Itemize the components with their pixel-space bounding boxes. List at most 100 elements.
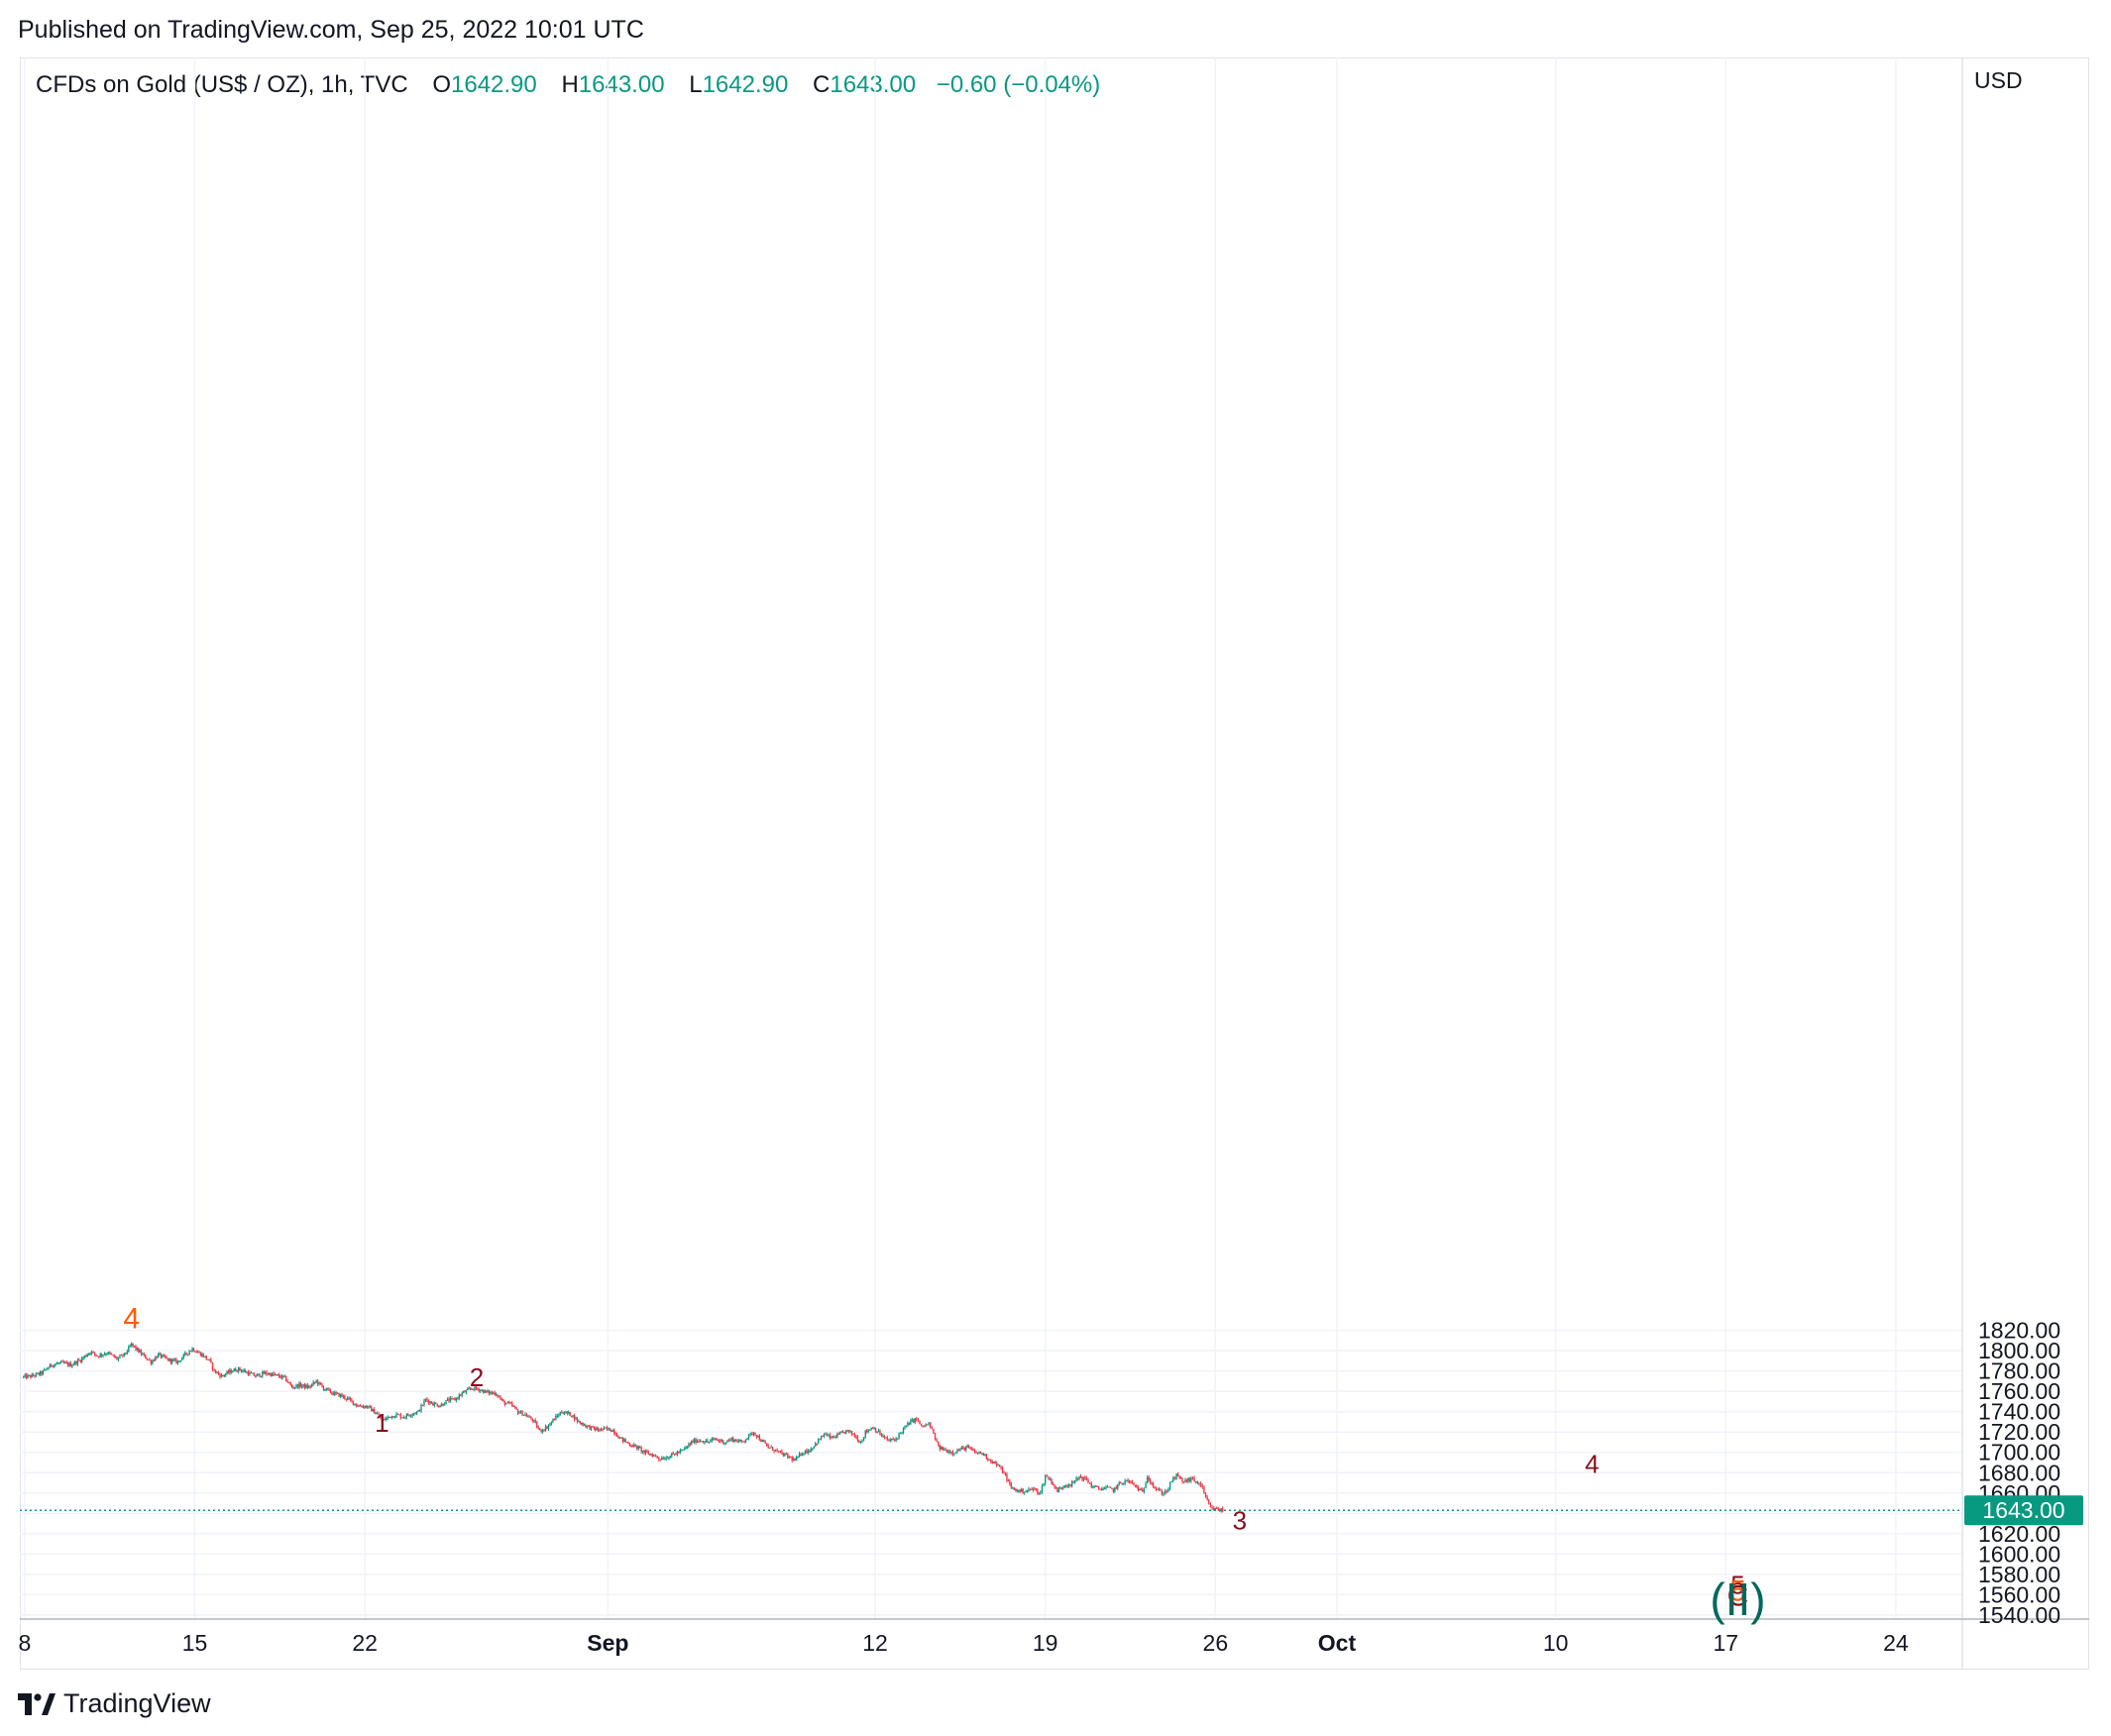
high-value: 1643.00 (578, 71, 665, 98)
candle-body (1069, 1484, 1071, 1486)
candle-body (481, 1389, 484, 1391)
candle-body (1203, 1487, 1205, 1493)
wave-label: C (1727, 1580, 1749, 1613)
candle-body (1057, 1488, 1060, 1493)
candle-body (401, 1417, 403, 1419)
y-tick-label: 1780.00 (1978, 1358, 2060, 1384)
candle-body (92, 1352, 94, 1354)
candle-body (689, 1444, 692, 1446)
candle-body (95, 1354, 97, 1356)
candle-body (168, 1358, 170, 1361)
candle-body (613, 1429, 615, 1434)
candle-body (435, 1402, 437, 1404)
candle-body (100, 1354, 103, 1356)
candle-body (973, 1450, 976, 1453)
candle-body (713, 1438, 715, 1440)
candle-body (654, 1455, 657, 1457)
candle-body (844, 1430, 847, 1434)
candle-body (143, 1354, 146, 1356)
candle-body (979, 1452, 982, 1455)
candle-body (1178, 1476, 1180, 1478)
candle-body (1214, 1507, 1217, 1510)
candle-body (211, 1362, 214, 1370)
candle-body (390, 1416, 393, 1418)
candle-body (1097, 1486, 1100, 1489)
last-price-label: 1643.00 (1982, 1497, 2064, 1523)
candle-body (443, 1404, 446, 1406)
tradingview-logo[interactable]: TradingView (18, 1688, 211, 1719)
candle-body (678, 1452, 680, 1454)
candle-body (83, 1356, 86, 1358)
candle-body (113, 1355, 115, 1357)
candle-body (1163, 1493, 1165, 1495)
candle-body (1056, 1486, 1058, 1493)
candle-body (936, 1440, 938, 1442)
candle-body (1211, 1506, 1213, 1509)
candle-body (948, 1451, 951, 1454)
candle-body (596, 1428, 598, 1431)
wave-label: 4 (123, 1303, 140, 1336)
candle-body (410, 1415, 412, 1417)
candle-body (446, 1398, 449, 1400)
candle-body (25, 1374, 28, 1378)
candle-body (972, 1450, 974, 1452)
candle-body (1010, 1483, 1013, 1488)
candle-body (1052, 1483, 1055, 1485)
candle-body (283, 1375, 285, 1377)
candle-body (1106, 1486, 1109, 1488)
candle-body (726, 1440, 728, 1443)
candle-body (114, 1356, 117, 1358)
candle-body (512, 1405, 514, 1407)
candle-body (381, 1418, 384, 1421)
candle-body (556, 1415, 559, 1417)
candle-body (274, 1374, 277, 1376)
candle-body (698, 1441, 700, 1443)
candle-body (572, 1415, 574, 1417)
candle-body (941, 1447, 943, 1450)
candle-body (298, 1383, 300, 1388)
candle-body (1035, 1488, 1038, 1490)
candle-body (620, 1437, 622, 1439)
candle-body (822, 1436, 824, 1438)
candle-body (816, 1443, 818, 1445)
candle-body (883, 1435, 886, 1438)
candle-body (1026, 1490, 1029, 1492)
close-value: 1643.00 (830, 71, 917, 98)
price-chart[interactable]: 1820.001800.001780.001760.001740.001720.… (0, 0, 2111, 1684)
candle-body (359, 1405, 362, 1407)
candle-body (142, 1354, 144, 1356)
candle-body (771, 1447, 774, 1451)
candle-body (800, 1454, 802, 1456)
candle-body (503, 1401, 506, 1405)
candle-body (810, 1449, 813, 1453)
candle-body (1070, 1481, 1073, 1486)
candle-body (415, 1411, 418, 1414)
candle-body (608, 1428, 610, 1430)
candle-body (167, 1357, 169, 1361)
candle-body (493, 1392, 495, 1394)
symbol-legend: CFDs on Gold (US$ / OZ), 1h, TVC O1642.9… (36, 71, 1100, 99)
candle-body (755, 1435, 758, 1438)
x-tick-label: 17 (1713, 1630, 1738, 1656)
candle-body (1020, 1488, 1023, 1492)
candle-body (1051, 1478, 1053, 1484)
candle-body (234, 1368, 237, 1371)
candle-body (387, 1417, 389, 1419)
candle-body (779, 1451, 782, 1453)
open-value: 1642.90 (451, 71, 537, 98)
candle-body (472, 1388, 475, 1390)
candle-body (216, 1372, 218, 1374)
y-tick-label: 1680.00 (1978, 1460, 2060, 1485)
candle-body (1019, 1489, 1021, 1492)
candle-body (861, 1440, 863, 1443)
candle-body (86, 1355, 88, 1356)
candle-body (426, 1398, 428, 1401)
candle-body (559, 1412, 561, 1416)
candle-body (757, 1436, 759, 1438)
candle-body (48, 1367, 50, 1369)
candle-body (528, 1416, 531, 1418)
candle-body (658, 1458, 660, 1460)
candle-body (982, 1453, 985, 1457)
candle-body (922, 1425, 924, 1427)
candle-body (1195, 1481, 1197, 1483)
